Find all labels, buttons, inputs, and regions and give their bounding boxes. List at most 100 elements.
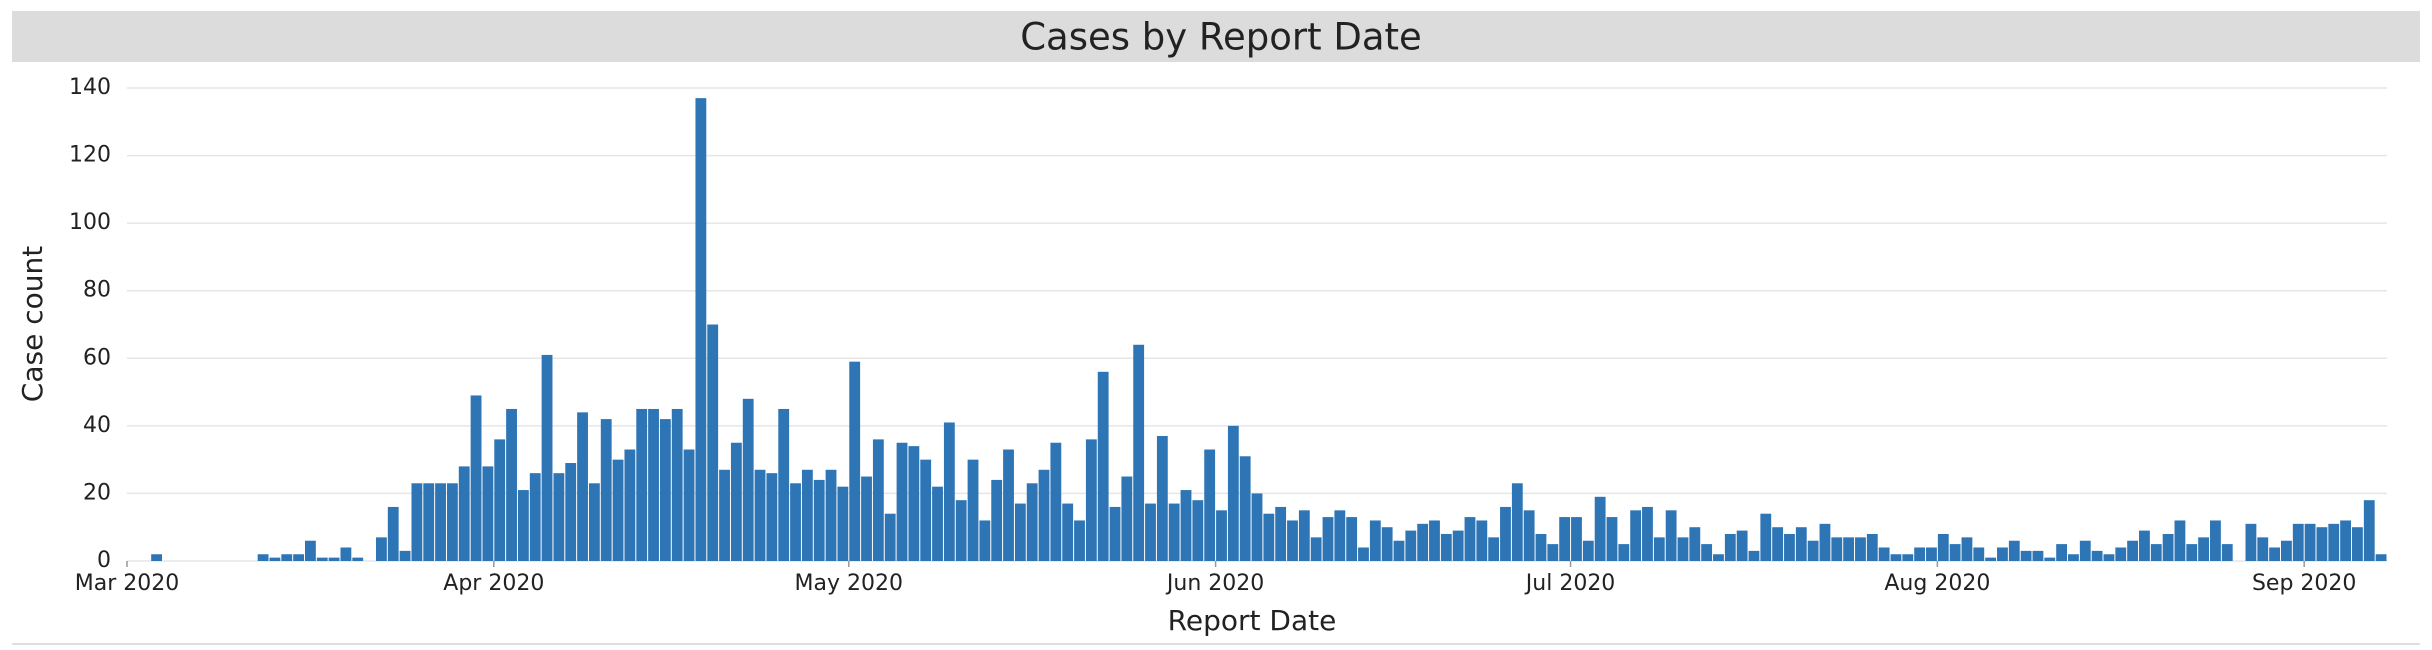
bar — [411, 483, 423, 561]
bar — [257, 554, 269, 561]
x-tick-label: Sep 2020 — [2252, 571, 2356, 596]
bar — [1287, 520, 1298, 561]
bar — [1393, 540, 1405, 561]
bar — [825, 469, 837, 561]
x-tick-label: Apr 2020 — [443, 571, 544, 596]
bar — [1180, 490, 1192, 561]
bar — [2257, 537, 2269, 561]
bar — [932, 486, 943, 561]
bar — [2328, 523, 2340, 561]
bar — [766, 473, 778, 561]
x-tick-label: Jun 2020 — [1165, 571, 1264, 596]
bar — [2056, 544, 2068, 561]
bar — [955, 500, 967, 561]
bar — [423, 483, 435, 561]
bar — [967, 459, 979, 561]
bar — [1724, 533, 1736, 561]
bar — [352, 557, 364, 561]
bar — [790, 483, 801, 561]
bar — [648, 408, 659, 561]
bar — [896, 442, 908, 561]
bar — [269, 557, 281, 561]
bar — [884, 513, 896, 561]
y-tick-label: 20 — [83, 480, 111, 505]
bar — [1890, 554, 1902, 561]
bar — [2363, 500, 2375, 561]
bar — [754, 469, 766, 561]
bar — [2281, 540, 2292, 561]
x-tick-label: Mar 2020 — [75, 571, 180, 596]
bar — [506, 408, 517, 561]
bar — [1216, 510, 1227, 561]
bar — [1369, 520, 1381, 561]
bar — [1606, 517, 1618, 561]
bar — [2375, 554, 2387, 561]
x-tick-label: May 2020 — [795, 571, 903, 596]
bar — [1121, 476, 1133, 561]
bar — [328, 557, 340, 561]
bar — [1133, 344, 1145, 561]
bar — [541, 354, 553, 561]
bar — [1653, 537, 1665, 561]
bar — [1784, 533, 1795, 561]
bar — [494, 439, 506, 561]
y-tick-label: 120 — [69, 143, 111, 168]
bar — [1085, 439, 1097, 561]
bar — [1429, 520, 1440, 561]
bar — [399, 550, 411, 561]
bar — [588, 483, 600, 561]
bar — [2103, 554, 2115, 561]
bar — [1819, 523, 1831, 561]
bar — [1961, 537, 1973, 561]
bar — [2091, 550, 2103, 561]
bar — [908, 446, 920, 561]
bar — [435, 483, 446, 561]
bar — [1914, 547, 1926, 561]
bar — [813, 479, 825, 561]
bar — [2186, 544, 2198, 561]
bar — [1310, 537, 1322, 561]
bar — [707, 324, 719, 561]
bar — [1523, 510, 1535, 561]
bar — [1547, 544, 1559, 561]
bar — [1417, 523, 1429, 561]
bar — [2304, 523, 2316, 561]
bar — [316, 557, 328, 561]
bar — [1701, 544, 1713, 561]
bar — [458, 466, 470, 561]
bar — [1689, 527, 1701, 561]
bar — [1713, 554, 1724, 561]
bar — [1831, 537, 1843, 561]
bar — [636, 408, 648, 561]
bar — [1097, 371, 1109, 561]
bar — [1807, 540, 1819, 561]
bar — [1050, 442, 1062, 561]
bar — [1192, 500, 1204, 561]
bar — [1772, 527, 1784, 561]
bar — [1949, 544, 1961, 561]
bar — [1535, 533, 1547, 561]
bar — [1855, 537, 1866, 561]
bar — [517, 490, 529, 561]
bar — [979, 520, 991, 561]
bar — [600, 419, 612, 561]
bar — [470, 395, 482, 561]
bar — [2292, 523, 2304, 561]
bar — [1511, 483, 1523, 561]
bar — [1937, 533, 1949, 561]
bar — [1997, 547, 2008, 561]
bar — [1500, 506, 1511, 561]
bar — [991, 479, 1003, 561]
x-axis-label: Report Date — [1168, 604, 1337, 637]
bar — [1038, 469, 1050, 561]
bar — [2020, 550, 2032, 561]
bar — [1251, 493, 1263, 561]
bar — [861, 476, 872, 561]
bar — [2068, 554, 2079, 561]
bar — [1464, 517, 1476, 561]
bar — [2044, 557, 2056, 561]
bar — [1985, 557, 1997, 561]
bar — [1014, 503, 1026, 561]
bar — [1488, 537, 1500, 561]
